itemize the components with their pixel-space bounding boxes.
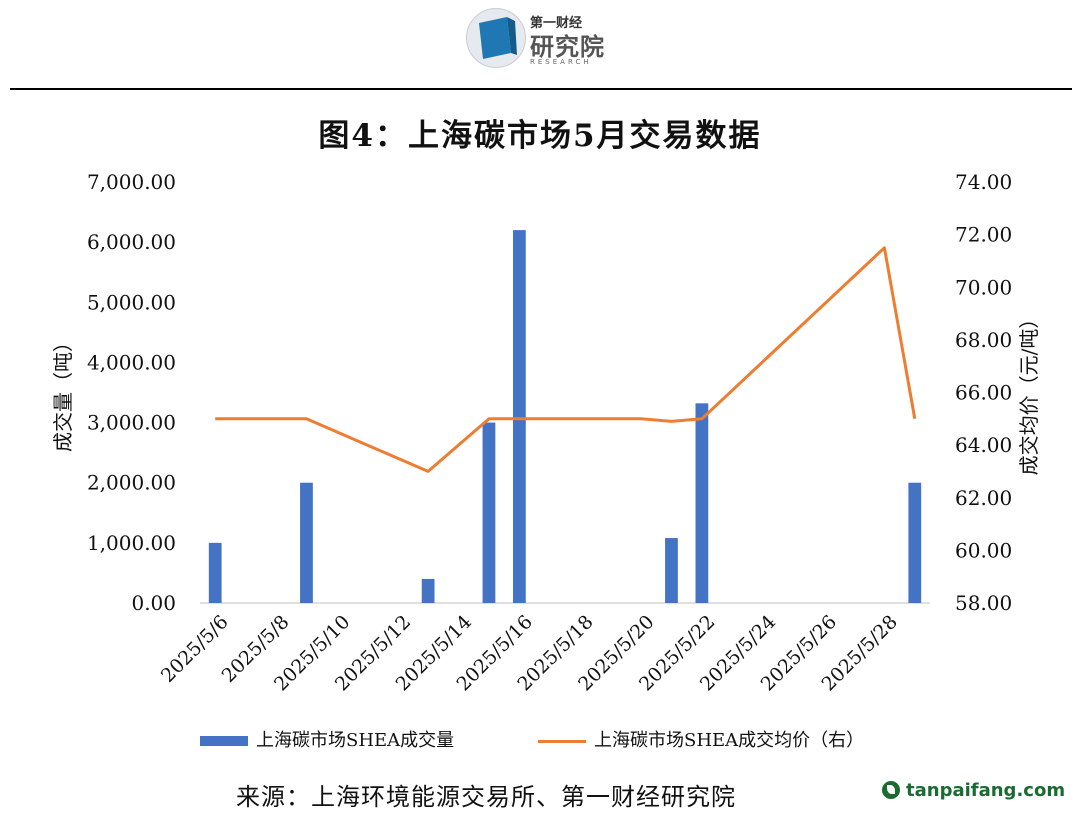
watermark: tanpaifang.com [882, 780, 1065, 801]
left-axis-tick-label: 1,000.00 [87, 531, 176, 555]
research-institute-logo: 第一财经 研究院 RESEARCH [466, 8, 616, 68]
right-axis-tick-label: 62.00 [955, 486, 1012, 510]
legend-item-price: 上海碳市场SHEA成交均价（右） [538, 726, 864, 752]
right-axis-tick-label: 70.00 [955, 275, 1012, 299]
left-axis-tick-label: 5,000.00 [87, 290, 176, 314]
right-axis-title: 成交均价（元/吨） [1017, 309, 1041, 476]
left-axis-tick-label: 0.00 [131, 591, 176, 615]
legend-bar-swatch [200, 736, 248, 746]
volume-bar [300, 482, 313, 603]
left-axis-tick-label: 2,000.00 [87, 471, 176, 495]
leaf-icon [882, 781, 900, 799]
volume-bar [665, 538, 678, 603]
volume-bar [421, 578, 435, 603]
volume-bar [908, 482, 922, 603]
legend-price-label: 上海碳市场SHEA成交均价（右） [594, 730, 865, 751]
legend-volume-label: 上海碳市场SHEA成交量 [256, 730, 455, 751]
left-axis-tick-label: 3,000.00 [87, 411, 176, 435]
left-axis-tick-label: 6,000.00 [87, 230, 176, 254]
price-line [215, 246, 917, 473]
legend-line-swatch [538, 739, 586, 743]
chart-title: 图4：上海碳市场5月交易数据 [318, 118, 762, 154]
right-axis-tick-label: 66.00 [955, 381, 1012, 405]
left-axis-title: 成交量（吨） [51, 332, 75, 452]
volume-bar [512, 230, 526, 603]
right-axis-tick-label: 58.00 [955, 591, 1012, 615]
volume-bar [695, 403, 709, 603]
right-axis-tick-label: 72.00 [955, 223, 1012, 247]
watermark-text: tanpaifang.com [906, 780, 1066, 801]
logo-text-big: 研究院 [530, 33, 605, 61]
source-note: 来源：上海环境能源交易所、第一财经研究院 [236, 783, 736, 811]
legend-item-volume: 上海碳市场SHEA成交量 [200, 726, 454, 752]
right-axis-tick-label: 74.00 [955, 170, 1012, 194]
logo-text-english: RESEARCH [530, 58, 592, 66]
volume-bar [208, 542, 222, 603]
right-axis-tick-label: 60.00 [955, 538, 1012, 562]
left-axis-tick-label: 7,000.00 [87, 170, 176, 194]
report-header: 第一财经 研究院 RESEARCH [0, 0, 1080, 90]
logo-text-small: 第一财经 [530, 16, 583, 31]
right-axis-tick-label: 64.00 [955, 433, 1012, 457]
right-axis-tick-label: 68.00 [955, 328, 1012, 352]
header-divider [10, 88, 1072, 90]
logo-emblem-icon [466, 8, 526, 68]
volume-bar [482, 422, 496, 603]
left-axis-tick-label: 4,000.00 [87, 350, 176, 374]
